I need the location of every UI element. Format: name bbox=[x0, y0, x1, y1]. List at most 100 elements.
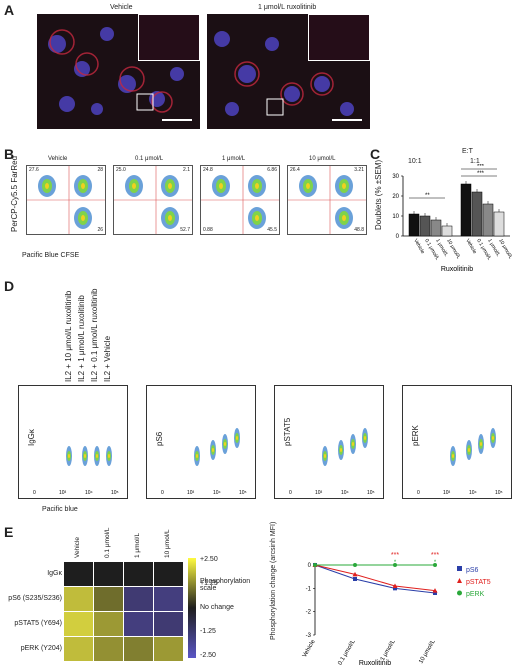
sig-label: ** bbox=[425, 193, 430, 199]
quad-ur: 2.1 bbox=[183, 167, 190, 173]
facs-plot: 25.0 2.1 52.7 bbox=[113, 165, 193, 235]
facs-plot: 26.4 3.21 48.8 bbox=[287, 165, 367, 235]
flow-xtick: 10⁴ bbox=[213, 490, 221, 496]
panel-label-e: E bbox=[4, 524, 14, 540]
hm-row-label: pSTAT5 (Y694) bbox=[14, 620, 62, 627]
hm-cell bbox=[64, 637, 93, 661]
c-xtick-label: 10 μmol/L bbox=[497, 238, 513, 260]
flow-peak bbox=[224, 442, 226, 446]
micro-right-title: 1 μmol/L ruxolitinib bbox=[258, 4, 317, 11]
e-ytick-label: 0 bbox=[308, 563, 312, 569]
hm-col-label: 10 μmol/L bbox=[164, 529, 171, 558]
hm-row-label: pS6 (S235/S236) bbox=[8, 595, 62, 602]
scale-bar bbox=[162, 119, 192, 121]
flow-xtick: 0 bbox=[161, 490, 164, 496]
b-ylabel: PerCP-Cy5.5 FarRed bbox=[10, 155, 19, 232]
series-line bbox=[314, 564, 436, 592]
facs-plot: 27.6 28 26 bbox=[26, 165, 106, 235]
flow-xtick: 10³ bbox=[315, 490, 323, 496]
c-ylabel: Doublets (% ±SEM) bbox=[374, 159, 383, 230]
legend-marker bbox=[457, 566, 462, 571]
legend-label: pSTAT5 bbox=[466, 579, 491, 586]
flow-xtick: 10³ bbox=[59, 490, 67, 496]
quad-lr: 52.7 bbox=[180, 227, 190, 233]
population-peak bbox=[255, 215, 259, 221]
bar bbox=[419, 215, 431, 237]
e-xtick-label: 10 μmol/L bbox=[418, 638, 437, 664]
bar bbox=[430, 219, 442, 237]
micrograph-vehicle bbox=[37, 14, 200, 129]
flow-peak bbox=[68, 454, 70, 458]
flow-ylabel: IgGκ bbox=[27, 429, 36, 446]
population-peak bbox=[168, 215, 172, 221]
c-xtick-label: 10 μmol/L bbox=[445, 238, 461, 260]
flow-peak bbox=[212, 448, 214, 452]
flow-peak bbox=[96, 454, 98, 458]
flow-peak bbox=[84, 454, 86, 458]
hm-cell bbox=[154, 637, 183, 661]
series-point bbox=[433, 591, 437, 595]
population-peak bbox=[219, 183, 223, 189]
hm-cell bbox=[94, 612, 123, 636]
flow-xtick: 10⁴ bbox=[469, 490, 477, 496]
hm-cell bbox=[64, 587, 93, 611]
e-xtick-label: 0.1 μmol/L bbox=[337, 638, 357, 666]
quad-ur: 28 bbox=[97, 167, 103, 173]
scale-tick: +2.50 bbox=[200, 556, 218, 563]
scale-bar bbox=[332, 119, 362, 121]
hm-row-label: IgGκ bbox=[47, 570, 62, 577]
sig-label: *** bbox=[431, 552, 439, 559]
hm-cell bbox=[124, 562, 153, 586]
panel-label-a: A bbox=[4, 2, 15, 18]
legend-label: pERK bbox=[466, 591, 485, 598]
line-ylabel: Phosphorylation change (arcsinh MFI) bbox=[270, 521, 277, 640]
flow-peak bbox=[352, 442, 354, 446]
population-peak bbox=[342, 215, 346, 221]
flow-peak bbox=[480, 442, 482, 446]
bar bbox=[471, 191, 483, 237]
quad-ul: 25.0 bbox=[116, 167, 126, 173]
c-header: E:T bbox=[462, 148, 473, 155]
c-group2: 1:1 bbox=[470, 158, 480, 165]
d-xlabel: Pacific blue bbox=[42, 506, 78, 513]
panel-label-b: B bbox=[4, 146, 15, 162]
arrow-label: IL2 + 10 μmol/L ruxolitinib bbox=[64, 290, 73, 382]
scale-tick: -2.50 bbox=[200, 652, 216, 659]
hm-col-label: 0.1 μmol/L bbox=[104, 527, 111, 558]
flow-peak bbox=[324, 454, 326, 458]
sig-label: *** bbox=[477, 164, 485, 170]
flow-plot: pS6 0 10³ 10⁴ 10⁵ bbox=[146, 385, 256, 499]
series-point bbox=[432, 588, 438, 593]
legend-marker bbox=[457, 578, 462, 583]
flow-xtick: 10³ bbox=[443, 490, 451, 496]
panel-label-c: C bbox=[370, 146, 381, 162]
scale-tick: +1.25 bbox=[200, 580, 218, 587]
flow-ylabel: pERK bbox=[411, 425, 420, 446]
series-point bbox=[353, 577, 357, 581]
c-ytick-label: 30 bbox=[392, 174, 399, 180]
facs-plot: 24.8 6.86 0.88 45.5 bbox=[200, 165, 280, 235]
c-xlabel: Ruxolitinib bbox=[441, 266, 473, 273]
c-ytick-label: 10 bbox=[392, 214, 399, 220]
flow-peak bbox=[492, 436, 494, 440]
flow-xtick: 10⁵ bbox=[367, 490, 375, 496]
hm-col-label: Vehicle bbox=[74, 537, 81, 558]
flow-plot: pERK 0 10³ 10⁴ 10⁵ bbox=[402, 385, 512, 499]
legend-label: pS6 bbox=[466, 567, 479, 574]
quad-ur: 3.21 bbox=[354, 167, 364, 173]
e-xtick-label: 1 μmol/L bbox=[380, 638, 397, 662]
quad-ul: 26.4 bbox=[290, 167, 300, 173]
facs-title: 10 μmol/L bbox=[309, 156, 336, 162]
series-point bbox=[393, 586, 397, 591]
flow-xtick: 0 bbox=[33, 490, 36, 496]
series-point bbox=[392, 583, 398, 588]
hm-cell bbox=[154, 562, 183, 586]
c-ytick-label: 0 bbox=[396, 234, 400, 240]
flow-plot: IgGκ 0 10³ 10⁴ 10⁵ bbox=[18, 385, 128, 499]
scale-tick: No change bbox=[200, 604, 234, 611]
micrograph-ruxolitinib bbox=[207, 14, 370, 129]
legend-marker bbox=[457, 590, 462, 596]
e-ytick-label: -1 bbox=[306, 586, 312, 592]
sig-label: *** bbox=[391, 552, 399, 559]
